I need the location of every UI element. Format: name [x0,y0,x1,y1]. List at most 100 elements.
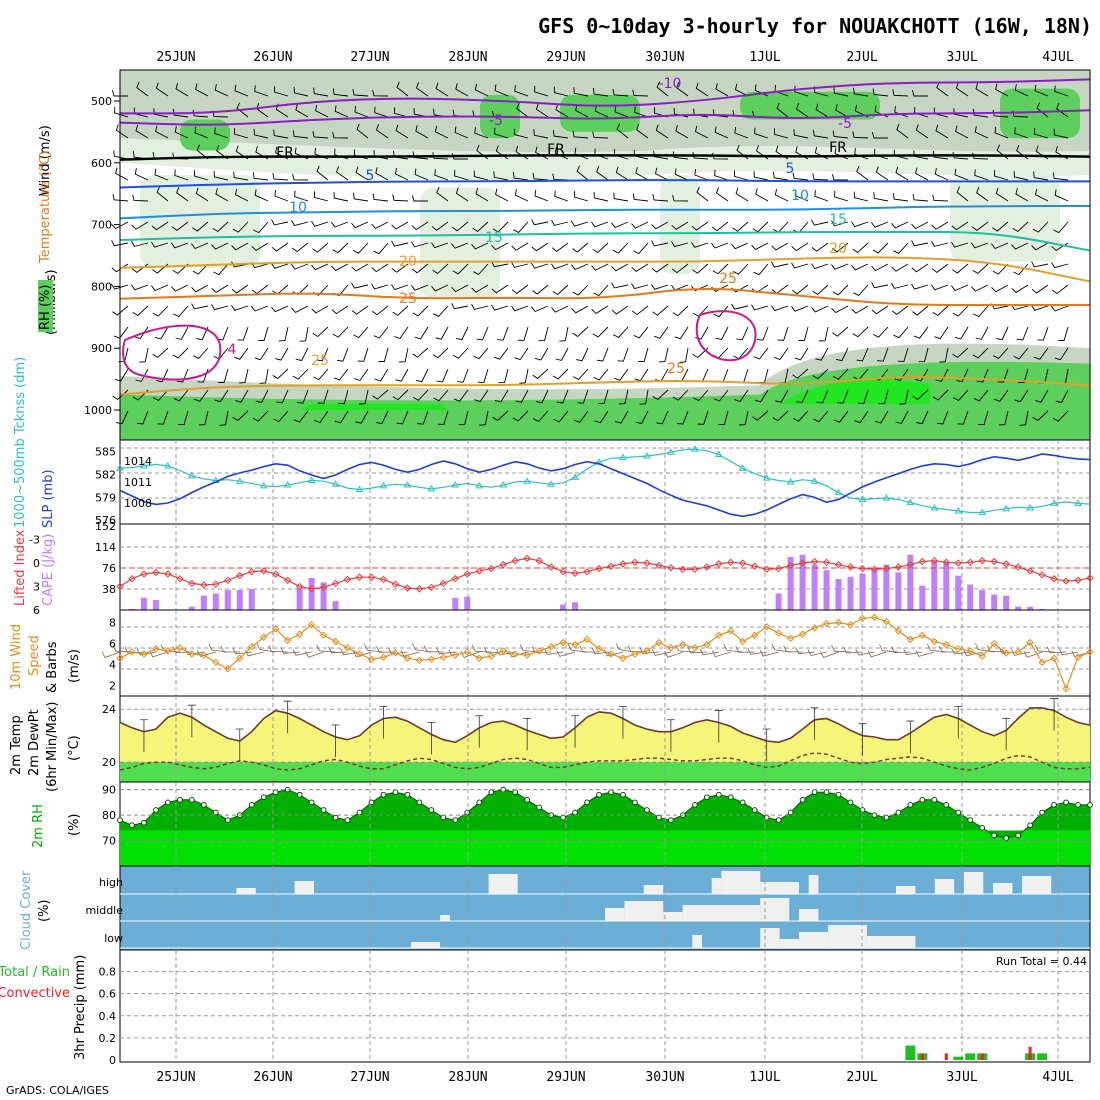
li-marker [607,562,615,570]
rh2m-marker [1075,802,1081,808]
wind-barb [715,187,729,202]
cape-bar [1015,606,1022,610]
contour-label: 10 [289,200,307,216]
temp-minmax-bar [283,700,292,734]
thickness-marker [786,478,795,485]
wind-barb [174,126,189,139]
cape-tick-label: 152 [95,520,116,533]
wind-marker [667,644,675,652]
li-marker [1050,575,1058,583]
wind-barb [912,193,929,202]
li-marker [906,560,915,569]
wind-marker [786,634,795,643]
li-marker [224,576,232,584]
wind-barb [812,173,829,181]
rh2m-ticks: 90 80 70 [102,784,116,848]
wind-barb [791,242,809,252]
wind-barb [371,283,389,290]
wind-barb [532,368,549,379]
cape-bar [320,582,327,610]
wind-barb [414,168,429,181]
wind-barb [473,347,489,360]
wind-barb [835,347,849,362]
wind-marker [116,654,124,662]
rh-label-bg [38,280,53,332]
wind-barb [372,305,389,316]
li-marker [547,563,555,571]
cape-tick-label: 114 [95,541,116,554]
lifted-index-line [119,557,1091,590]
wind-marker [942,640,951,649]
wind-barb [251,305,269,312]
wind-marker [236,654,244,662]
wind-barb [915,167,929,181]
wind-barb [593,284,609,297]
thickness-marker [427,484,436,492]
temp-minmax-bar [762,728,771,761]
wind-label: Wind (m/s) [38,125,53,196]
wind-barb [155,125,169,139]
rh2m-marker [739,799,746,806]
cloud-block [605,908,625,921]
date-label-top: 27JUN [350,50,389,65]
li-marker [164,570,172,578]
wind-barb [618,389,629,405]
wind-barb [274,189,289,202]
cape-bar [979,590,986,610]
wind-barb [514,189,529,202]
wind-barb [572,326,589,337]
wind-barb [852,131,869,139]
wind-barb [651,263,669,273]
li-marker [487,564,495,573]
li-marker [679,565,687,574]
wind-barb [813,410,829,423]
wind-barb [651,240,669,247]
wind-barb [471,303,489,310]
cape-bar [859,573,866,610]
wind-barb [771,242,789,251]
wind-barb [674,168,689,181]
wind-barb [431,284,449,292]
wind-tick-label: 4 [109,659,116,672]
cape-bar [1027,606,1034,610]
wind-barb [194,126,209,139]
wind-barb [691,221,709,231]
date-label-bottom: 29JUN [546,1070,585,1085]
wind-barb [354,105,369,118]
temp2m-panel: 24 20 2m Temp 2m DewPt (6hr Min/Max) (°C) [9,695,1091,792]
wind-barb [951,241,969,248]
wind-barb [253,221,269,234]
li-marker [259,567,268,575]
wind-barb [218,368,229,383]
rh2m-marker [596,791,602,798]
cape-bar [943,561,950,610]
wind-barb [955,125,969,139]
wind-barb [591,263,609,271]
rh2m-area-fill [120,789,1090,838]
wind-barb [332,88,349,97]
li-marker [870,565,879,574]
slp-label: SLP (mb) [41,469,56,528]
wind-barb [215,188,229,202]
cloud-level-middle: middle [85,904,123,917]
wind-barb [912,389,929,400]
wind-barb [156,186,169,202]
wind-barb [751,242,769,250]
wind-barb [411,221,429,231]
wind-barb [511,284,529,294]
wind-barb [534,347,549,361]
wind-marker [152,645,160,653]
wind-barb [852,326,869,338]
li-marker [1062,577,1070,585]
wind-barb [651,284,669,290]
li-marker [918,557,927,566]
rh2m-marker [200,802,207,808]
wind10m-barb [615,643,635,653]
wind-barb [412,263,429,274]
slp-tick-label: 1008 [124,497,152,510]
temp2m-lines [119,698,1091,771]
cloud-block [760,898,790,921]
wind-barb [394,167,409,181]
wind-barb [1031,261,1049,268]
wind-barb [551,305,569,313]
